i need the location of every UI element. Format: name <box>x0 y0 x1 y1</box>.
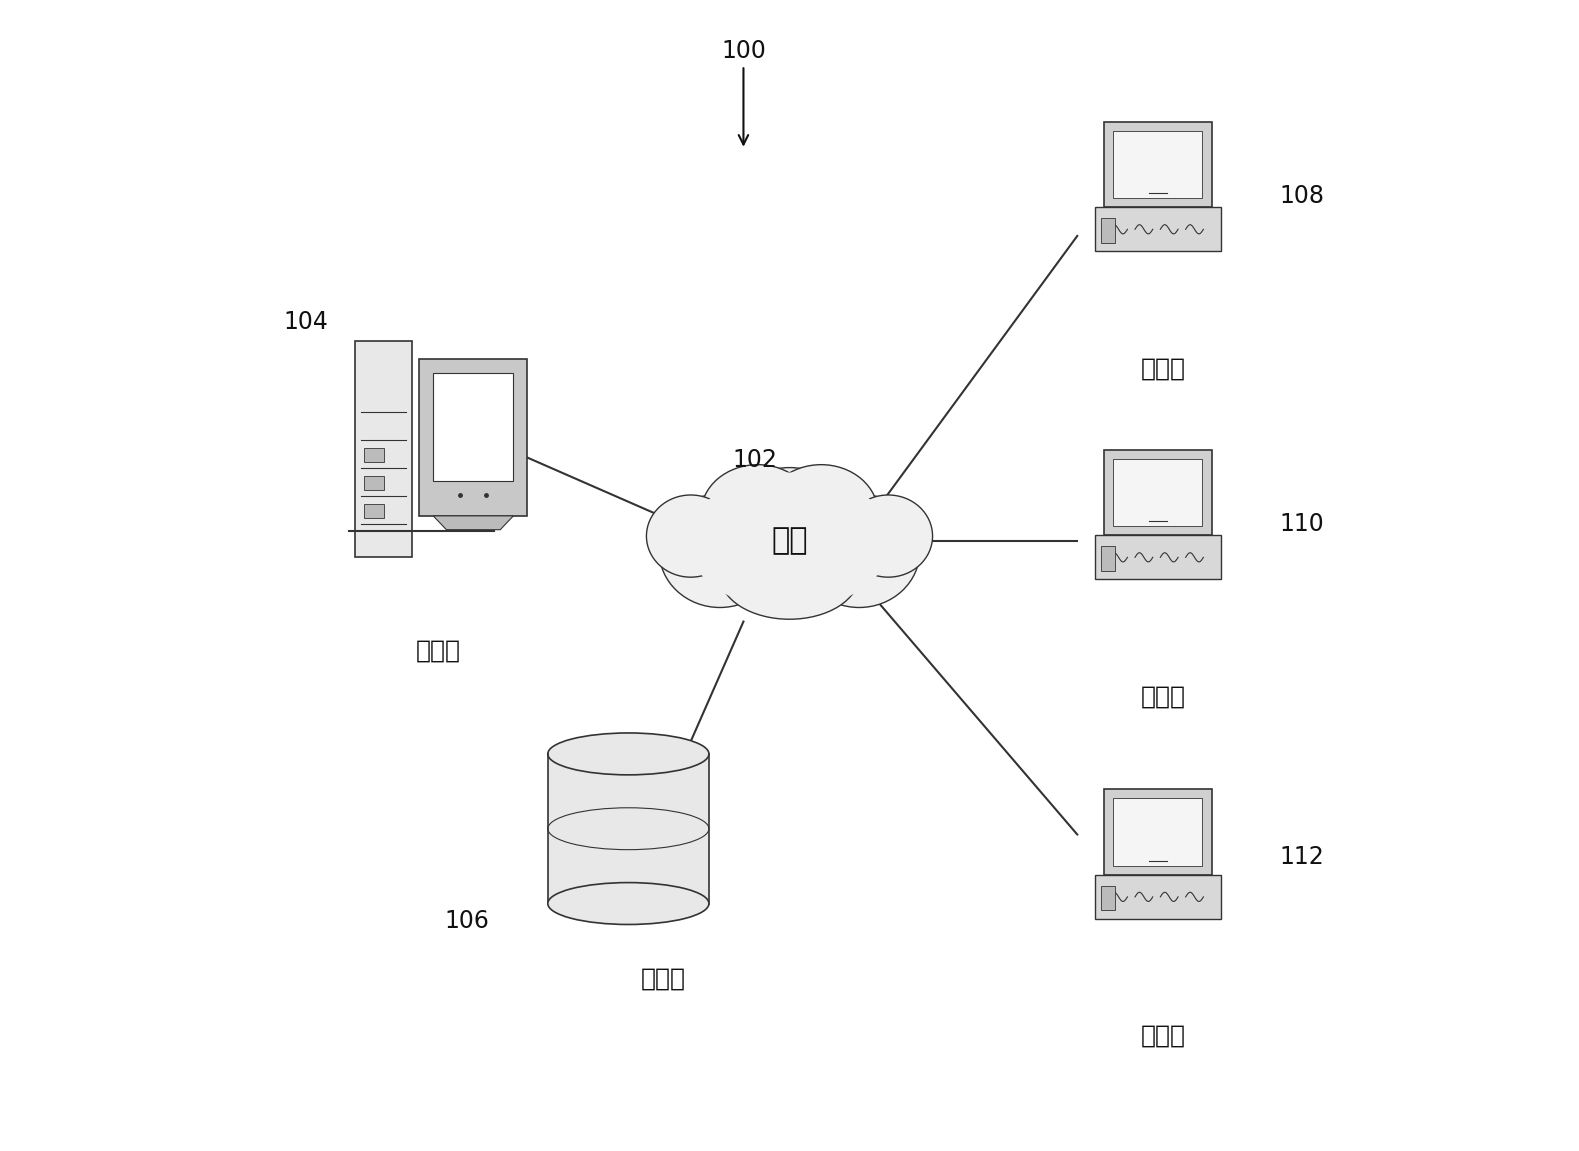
Polygon shape <box>1104 122 1211 207</box>
Text: 网络: 网络 <box>771 526 808 556</box>
Text: 存储器: 存储器 <box>641 967 685 990</box>
Ellipse shape <box>688 472 891 610</box>
Text: 104: 104 <box>284 311 328 334</box>
Text: 100: 100 <box>722 38 766 145</box>
Ellipse shape <box>658 494 780 608</box>
Ellipse shape <box>646 495 736 577</box>
Ellipse shape <box>701 465 815 563</box>
Polygon shape <box>365 504 384 518</box>
Polygon shape <box>433 516 513 529</box>
Text: 客户端: 客户端 <box>1142 1024 1186 1047</box>
Ellipse shape <box>764 465 878 563</box>
Ellipse shape <box>714 467 865 615</box>
Polygon shape <box>1104 790 1211 875</box>
Ellipse shape <box>720 531 859 619</box>
Polygon shape <box>1113 459 1203 526</box>
Polygon shape <box>1102 219 1115 243</box>
Polygon shape <box>1113 131 1203 198</box>
Polygon shape <box>1094 207 1221 251</box>
Polygon shape <box>365 448 384 462</box>
Polygon shape <box>1094 535 1221 579</box>
Polygon shape <box>1113 799 1203 866</box>
Polygon shape <box>433 373 513 481</box>
Polygon shape <box>365 477 384 490</box>
Text: 客户端: 客户端 <box>1142 685 1186 708</box>
Polygon shape <box>548 754 709 904</box>
Text: 客户端: 客户端 <box>1142 357 1186 380</box>
Text: 112: 112 <box>1279 846 1325 869</box>
Polygon shape <box>1102 547 1115 571</box>
Text: 服务器: 服务器 <box>415 639 461 662</box>
Polygon shape <box>1102 886 1115 910</box>
Ellipse shape <box>548 733 709 775</box>
Text: 106: 106 <box>445 909 489 932</box>
Text: 110: 110 <box>1279 512 1325 535</box>
Ellipse shape <box>843 495 933 577</box>
Polygon shape <box>1094 875 1221 918</box>
Ellipse shape <box>548 883 709 924</box>
Polygon shape <box>1104 450 1211 535</box>
Text: 102: 102 <box>733 449 777 472</box>
Polygon shape <box>355 341 412 557</box>
Polygon shape <box>420 359 527 516</box>
Text: 108: 108 <box>1279 184 1325 207</box>
Ellipse shape <box>799 494 921 608</box>
